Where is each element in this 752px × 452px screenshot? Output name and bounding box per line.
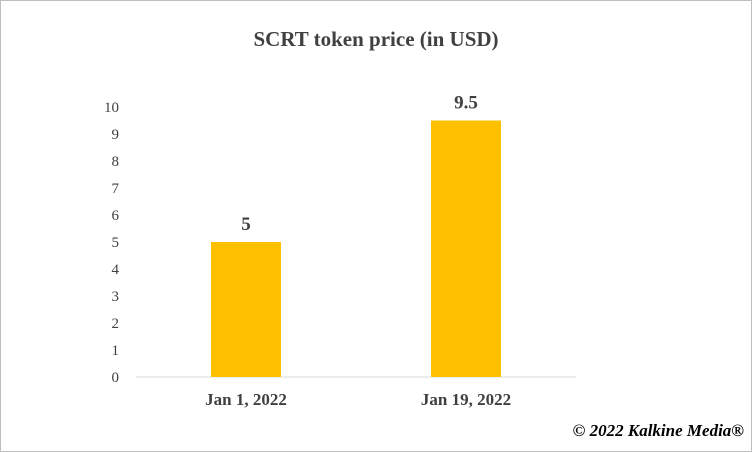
y-tick-label: 9	[112, 127, 120, 143]
y-tick-label: 0	[112, 370, 120, 386]
y-tick-label: 5	[112, 235, 120, 251]
x-tick-label: Jan 19, 2022	[421, 390, 511, 409]
y-tick-label: 1	[112, 343, 120, 359]
data-label: 5	[241, 214, 251, 235]
y-tick-label: 7	[112, 181, 120, 197]
y-tick-label: 8	[112, 154, 120, 170]
copyright-notice: © 2022 Kalkine Media®	[572, 421, 744, 440]
x-tick-label: Jan 1, 2022	[205, 390, 287, 409]
y-tick-label: 4	[112, 262, 120, 278]
data-label: 9.5	[454, 93, 478, 114]
y-tick-label: 6	[112, 208, 120, 224]
y-tick-label: 3	[112, 289, 120, 305]
y-tick-label: 2	[112, 316, 120, 332]
bar	[431, 120, 501, 377]
chart-title: SCRT token price (in USD)	[253, 27, 499, 51]
bar	[211, 242, 281, 377]
y-tick-label: 10	[104, 100, 119, 116]
